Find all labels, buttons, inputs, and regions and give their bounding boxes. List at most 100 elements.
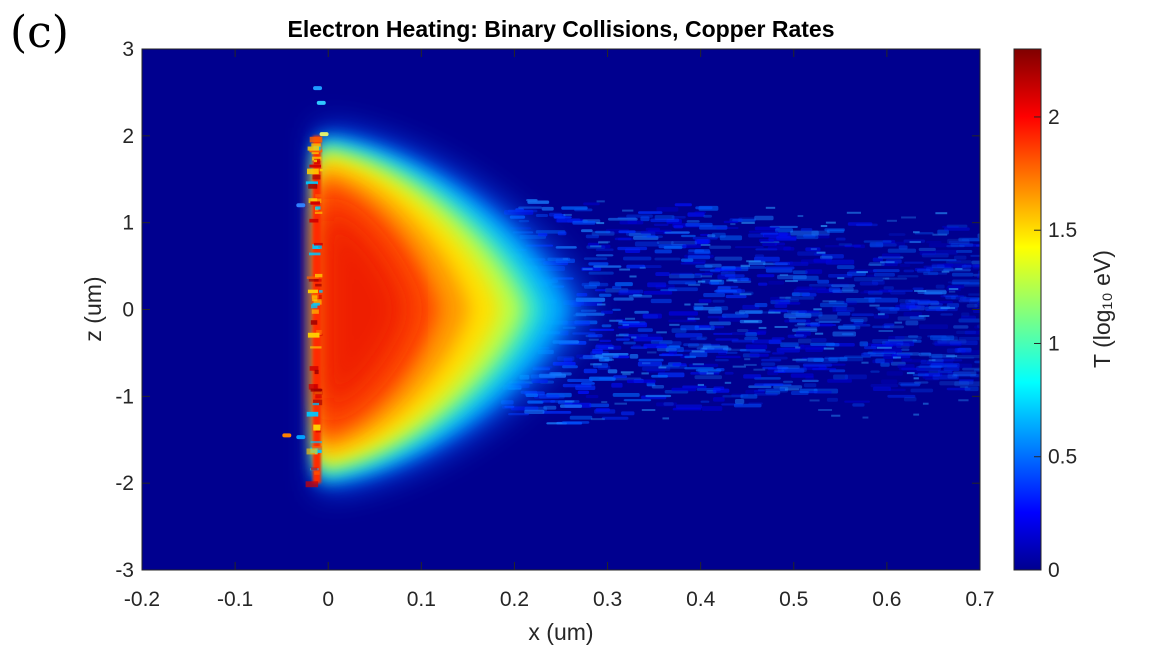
noise-streak <box>634 241 659 247</box>
noise-streak <box>783 313 812 319</box>
noise-streak <box>977 233 980 239</box>
noise-streak-bright <box>590 363 602 366</box>
noise-streak <box>883 325 904 329</box>
noise-streak <box>577 390 590 394</box>
noise-streak <box>930 335 955 340</box>
colorbar-tick-label: 2 <box>1048 106 1060 129</box>
noise-streak <box>855 223 878 227</box>
noise-streak <box>937 339 967 344</box>
noise-streak <box>924 373 943 377</box>
noise-streak-bright <box>876 346 892 349</box>
noise-streak <box>940 295 965 298</box>
noise-streak <box>740 394 758 399</box>
noise-streak-bright <box>784 388 800 391</box>
noise-streak <box>900 383 921 387</box>
noise-streak <box>811 230 830 236</box>
noise-streak <box>682 385 707 389</box>
noise-streak <box>619 220 644 225</box>
noise-streak <box>930 259 957 262</box>
noise-streak <box>546 422 567 425</box>
noise-streak <box>611 382 623 388</box>
noise-streak <box>917 372 941 377</box>
surface-artifact <box>282 433 292 438</box>
noise-streak <box>715 338 739 341</box>
noise-streak <box>923 271 939 276</box>
surface-filament <box>311 309 319 314</box>
noise-streak-bright <box>906 372 915 375</box>
noise-streak <box>919 363 945 367</box>
noise-streak <box>623 341 636 345</box>
noise-streak <box>961 350 980 355</box>
noise-streak <box>874 272 895 277</box>
noise-streak <box>765 268 793 273</box>
noise-streak <box>721 266 736 270</box>
noise-streak <box>524 409 545 414</box>
noise-streak-bright <box>810 248 817 251</box>
noise-streak <box>775 299 790 305</box>
noise-streak <box>538 394 565 399</box>
noise-streak <box>600 310 614 314</box>
noise-streak-bright <box>609 319 623 322</box>
noise-streak <box>557 231 567 236</box>
surface-artifact <box>319 132 329 137</box>
noise-streak-bright <box>700 243 711 246</box>
noise-streak-bright <box>598 241 609 244</box>
noise-streak <box>792 328 818 332</box>
noise-streak-bright <box>629 275 637 278</box>
noise-streak <box>589 328 615 331</box>
noise-streak <box>866 274 876 277</box>
surface-filament <box>312 174 321 180</box>
noise-streak-bright <box>744 358 751 361</box>
noise-streak <box>733 403 762 408</box>
noise-streak <box>941 359 963 362</box>
noise-streak-bright <box>785 280 798 283</box>
noise-streak <box>907 335 919 338</box>
noise-streak <box>771 337 785 340</box>
noise-streak-bright <box>684 303 691 306</box>
noise-streak <box>932 336 951 342</box>
noise-streak <box>687 255 711 260</box>
colorbar: 0 0.5 1 1.5 2 T (log₁₀ eV) <box>1013 48 1115 582</box>
noise-streak-bright <box>958 399 969 402</box>
noise-streak <box>779 298 800 302</box>
panel-label: (c) <box>10 7 69 58</box>
noise-streak <box>792 270 808 274</box>
noise-streak <box>757 331 767 335</box>
noise-streak-bright <box>730 223 736 226</box>
noise-streak <box>541 400 556 403</box>
noise-streak <box>757 388 786 392</box>
noise-streak <box>835 237 846 241</box>
colorbar-tick-label: 1.5 <box>1048 219 1077 242</box>
noise-streak-bright <box>740 264 751 267</box>
surface-artifact <box>296 203 306 208</box>
surface-filament <box>313 159 318 163</box>
noise-streak <box>748 233 765 238</box>
noise-streak <box>977 301 980 305</box>
y-tick-label: 3 <box>122 38 134 61</box>
noise-streak <box>968 293 980 296</box>
surface-filament <box>314 471 320 475</box>
noise-streak <box>958 237 980 242</box>
noise-streak <box>946 224 968 228</box>
noise-streak <box>724 274 745 278</box>
colorbar-tick-label: 1 <box>1048 332 1060 355</box>
noise-streak-bright <box>894 321 903 324</box>
noise-streak-bright <box>914 289 927 292</box>
noise-streak <box>588 334 603 338</box>
noise-streak-bright <box>631 336 637 339</box>
noise-streak <box>697 368 721 373</box>
noise-streak <box>976 324 980 328</box>
noise-streak <box>749 350 771 353</box>
noise-streak <box>754 383 784 386</box>
noise-streak <box>651 384 665 389</box>
noise-streak <box>931 356 955 361</box>
noise-streak <box>943 367 960 372</box>
noise-streak <box>758 282 768 286</box>
noise-streak-bright <box>699 327 711 330</box>
noise-streak <box>645 227 661 231</box>
noise-streak <box>714 256 743 261</box>
noise-streak-bright <box>604 358 614 361</box>
noise-streak-bright <box>922 402 929 405</box>
surface-filament <box>308 384 319 390</box>
noise-streak-bright <box>774 325 788 328</box>
